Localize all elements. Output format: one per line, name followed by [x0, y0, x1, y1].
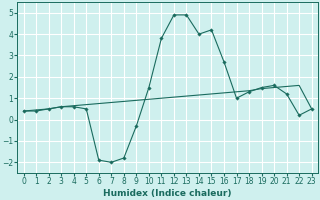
- X-axis label: Humidex (Indice chaleur): Humidex (Indice chaleur): [103, 189, 232, 198]
